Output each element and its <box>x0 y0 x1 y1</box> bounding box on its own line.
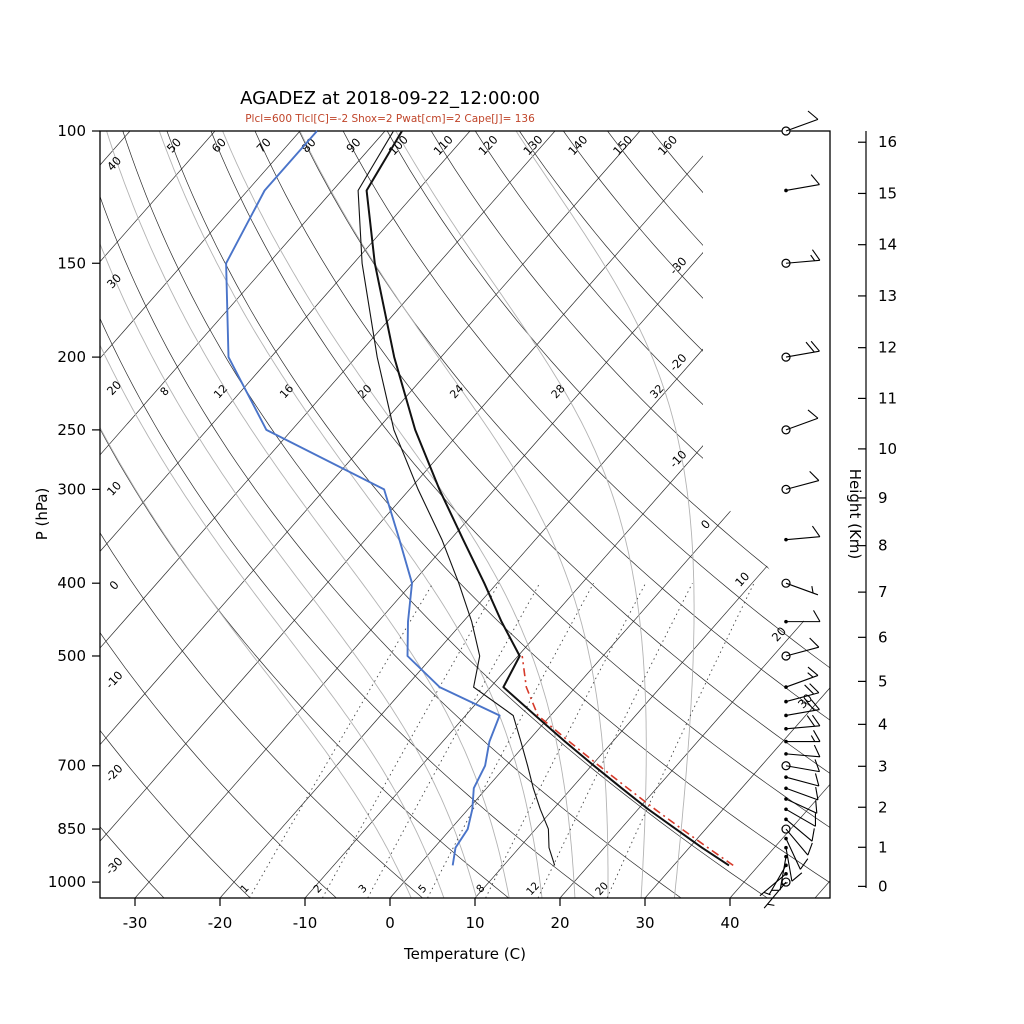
svg-text:80: 80 <box>298 135 318 155</box>
svg-text:0: 0 <box>385 914 395 932</box>
svg-text:130: 130 <box>520 132 545 158</box>
svg-text:1000: 1000 <box>48 873 86 891</box>
x-axis-label: Temperature (C) <box>404 945 526 963</box>
temperature-axis: -30 -20 -10 0 10 20 30 40 <box>123 898 740 932</box>
chart-title: AGADEZ at 2018-09-22_12:00:00 <box>240 88 540 109</box>
svg-text:250: 250 <box>57 421 86 439</box>
parcel-curve <box>521 655 734 867</box>
svg-text:-30: -30 <box>667 254 690 277</box>
svg-text:100: 100 <box>57 122 86 140</box>
svg-text:14: 14 <box>878 236 897 254</box>
svg-text:850: 850 <box>57 820 86 838</box>
svg-text:10: 10 <box>465 914 484 932</box>
svg-text:400: 400 <box>57 574 86 592</box>
svg-text:500: 500 <box>57 647 86 665</box>
svg-text:5: 5 <box>878 672 888 690</box>
svg-text:12: 12 <box>211 382 230 401</box>
svg-text:12: 12 <box>878 339 897 357</box>
svg-text:0: 0 <box>106 578 121 593</box>
svg-text:1: 1 <box>238 882 251 895</box>
svg-text:120: 120 <box>475 132 500 158</box>
svg-text:-20: -20 <box>667 351 690 374</box>
dewpoint-curve <box>225 130 501 866</box>
svg-text:11: 11 <box>878 389 897 407</box>
plot-border <box>99 130 831 899</box>
svg-text:150: 150 <box>610 132 635 158</box>
svg-text:40: 40 <box>104 153 124 173</box>
svg-text:2: 2 <box>878 798 888 816</box>
svg-text:-10: -10 <box>103 668 126 691</box>
svg-text:0: 0 <box>878 877 888 895</box>
svg-text:20: 20 <box>104 378 124 398</box>
wind-barbs <box>759 110 821 909</box>
svg-text:140: 140 <box>565 132 590 158</box>
svg-text:70: 70 <box>254 135 274 155</box>
svg-text:6: 6 <box>878 628 888 646</box>
svg-text:5: 5 <box>416 882 429 895</box>
height-axis-label: Height (Km) <box>846 468 864 560</box>
svg-text:90: 90 <box>343 135 363 155</box>
wetbulb-curve <box>357 130 556 866</box>
y-axis-label: P (hPa) <box>33 487 51 541</box>
svg-text:1: 1 <box>878 838 888 856</box>
svg-text:700: 700 <box>57 757 86 775</box>
svg-text:7: 7 <box>878 583 888 601</box>
svg-text:8: 8 <box>878 537 888 555</box>
svg-text:4: 4 <box>878 715 888 733</box>
svg-text:20: 20 <box>550 914 569 932</box>
svg-text:160: 160 <box>655 132 680 158</box>
svg-text:24: 24 <box>447 382 466 401</box>
temperature-curve <box>365 130 730 867</box>
svg-text:15: 15 <box>878 184 897 202</box>
svg-text:150: 150 <box>57 254 86 272</box>
svg-text:20: 20 <box>355 382 374 401</box>
svg-text:200: 200 <box>57 348 86 366</box>
svg-text:2: 2 <box>311 882 324 895</box>
skewt-grid <box>100 131 830 898</box>
svg-text:-10: -10 <box>667 447 690 470</box>
svg-text:28: 28 <box>549 382 568 401</box>
svg-text:-30: -30 <box>103 854 126 877</box>
pressure-axis: 100 150 200 250 300 400 500 700 850 1000 <box>48 122 100 891</box>
chart-subtitle: Plcl=600 Tlcl[C]=-2 Shox=2 Pwat[cm]=2 Ca… <box>245 113 535 125</box>
svg-text:30: 30 <box>635 914 654 932</box>
svg-text:32: 32 <box>648 382 667 401</box>
sounding-curves <box>225 130 734 867</box>
svg-text:300: 300 <box>57 480 86 498</box>
svg-text:8: 8 <box>158 385 172 399</box>
svg-text:40: 40 <box>720 914 739 932</box>
svg-text:30: 30 <box>104 271 124 291</box>
svg-text:-20: -20 <box>208 914 233 932</box>
svg-text:3: 3 <box>878 757 888 775</box>
svg-text:12: 12 <box>524 880 542 898</box>
svg-text:13: 13 <box>878 287 897 305</box>
svg-text:10: 10 <box>104 478 124 498</box>
svg-text:16: 16 <box>878 133 897 151</box>
svg-text:-20: -20 <box>103 761 126 784</box>
svg-text:8: 8 <box>474 882 487 895</box>
svg-text:16: 16 <box>277 382 296 401</box>
svg-text:-30: -30 <box>123 914 148 932</box>
svg-text:3: 3 <box>356 882 369 895</box>
svg-text:-10: -10 <box>293 914 318 932</box>
svg-text:10: 10 <box>878 440 897 458</box>
svg-text:9: 9 <box>878 489 888 507</box>
